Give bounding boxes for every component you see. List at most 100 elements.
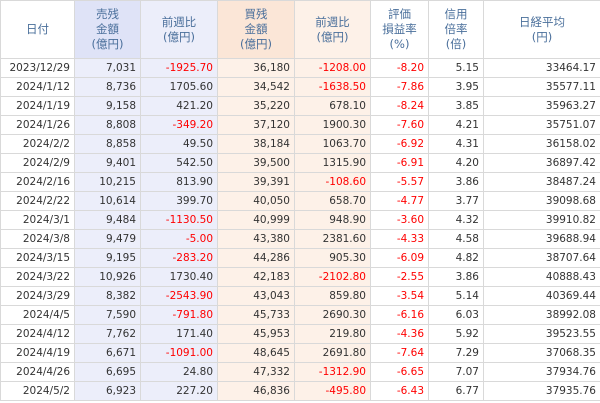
cell-buy-change: 859.80 [294,286,371,306]
header-sell-line-2: 金額 [96,22,119,36]
header-credit-line-3: (倍) [445,37,467,51]
cell-valuation-ratio: -3.54 [370,286,429,306]
header-sell-change-line-2: (億円) [163,29,195,44]
cell-valuation-ratio: -6.92 [370,134,429,154]
cell-credit-ratio: 6.77 [428,381,484,401]
header-buy-change-line-2: (億円) [316,29,349,44]
header-nikkei-line-1: 日経平均 [519,14,565,29]
header-buy-balance: 買残 金額 (億円) [217,0,295,59]
cell-buy-balance: 38,184 [217,134,295,154]
cell-buy-balance: 36,180 [217,58,295,78]
header-nikkei-line-2: (円) [531,29,553,44]
table-row: 2024/4/12 7,762 171.40 45,953 219.80 -4.36 5.9… [0,324,600,344]
cell-nikkei-average: 35577.11 [483,77,600,97]
cell-nikkei-average: 38707.64 [483,248,600,268]
cell-sell-balance: 7,031 [74,58,141,78]
cell-sell-change: 399.70 [140,191,218,211]
table-row: 2023/12/29 7,031 -1925.70 36,180 -1208.00 -8.… [0,58,600,78]
cell-nikkei-average: 39523.55 [483,324,600,344]
cell-sell-change: 171.40 [140,324,218,344]
header-nikkei-average: 日経平均 (円) [483,0,600,59]
cell-credit-ratio: 3.77 [428,191,484,211]
cell-valuation-ratio: -6.91 [370,153,429,173]
cell-credit-ratio: 5.14 [428,286,484,306]
cell-valuation-ratio: -7.86 [370,77,429,97]
cell-buy-balance: 39,500 [217,153,295,173]
cell-buy-balance: 34,542 [217,77,295,97]
cell-credit-ratio: 4.58 [428,229,484,249]
cell-nikkei-average: 36897.42 [483,153,600,173]
table-row: 2024/3/1 9,484 -1130.50 40,999 948.90 -3.60 4.… [0,210,600,230]
cell-valuation-ratio: -3.60 [370,210,429,230]
cell-sell-balance: 6,695 [74,362,141,382]
cell-nikkei-average: 39688.94 [483,229,600,249]
cell-buy-balance: 43,380 [217,229,295,249]
cell-buy-balance: 42,183 [217,267,295,287]
table-row: 2024/3/15 9,195 -283.20 44,286 905.30 -6.09 4.… [0,248,600,268]
cell-sell-balance: 9,484 [74,210,141,230]
cell-sell-balance: 6,671 [74,343,141,363]
cell-sell-change: -283.20 [140,248,218,268]
header-valuation-line-3: (%) [389,37,410,51]
cell-sell-balance: 10,614 [74,191,141,211]
header-credit-line-1: 信用 [444,7,468,21]
cell-date: 2024/2/16 [0,172,75,192]
cell-nikkei-average: 35963.27 [483,96,600,116]
cell-buy-change: 678.10 [294,96,371,116]
cell-date: 2024/4/26 [0,362,75,382]
table-row: 2024/4/19 6,671 -1091.00 48,645 2691.80 -7.64… [0,343,600,363]
cell-nikkei-average: 39910.82 [483,210,600,230]
cell-date: 2024/4/12 [0,324,75,344]
cell-credit-ratio: 5.92 [428,324,484,344]
cell-credit-ratio: 3.95 [428,77,484,97]
cell-buy-change: 905.30 [294,248,371,268]
cell-credit-ratio: 4.82 [428,248,484,268]
cell-nikkei-average: 37934.76 [483,362,600,382]
cell-valuation-ratio: -6.16 [370,305,429,325]
cell-buy-balance: 43,043 [217,286,295,306]
table-row: 2024/2/9 9,401 542.50 39,500 1315.90 -6.91 4.2… [0,153,600,173]
header-buy-line-2: 金額 [244,22,268,36]
cell-valuation-ratio: -6.43 [370,381,429,401]
table-row: 2024/4/26 6,695 24.80 47,332 -1312.90 -6.65 7.… [0,362,600,382]
cell-buy-change: -1208.00 [294,58,371,78]
table-row: 2024/2/22 10,614 399.70 40,050 658.70 -4.77 3.… [0,191,600,211]
header-credit-ratio: 信用 倍率 (倍) [428,0,484,59]
cell-valuation-ratio: -2.55 [370,267,429,287]
cell-valuation-ratio: -6.09 [370,248,429,268]
cell-buy-change: 2690.30 [294,305,371,325]
cell-date: 2024/1/26 [0,115,75,135]
cell-sell-change: -791.80 [140,305,218,325]
cell-buy-balance: 37,120 [217,115,295,135]
cell-nikkei-average: 40888.43 [483,267,600,287]
header-date: 日付 [0,0,75,59]
cell-valuation-ratio: -6.65 [370,362,429,382]
cell-sell-balance: 8,858 [74,134,141,154]
cell-credit-ratio: 3.86 [428,267,484,287]
cell-sell-balance: 9,158 [74,96,141,116]
header-sell-line-3: (億円) [91,37,124,51]
cell-sell-balance: 9,401 [74,153,141,173]
cell-nikkei-average: 37935.76 [483,381,600,401]
header-sell-line-1: 売残 [96,7,119,21]
table-row: 2024/5/2 6,923 227.20 46,836 -495.80 -6.43 6.7… [0,381,600,401]
cell-sell-change: 421.20 [140,96,218,116]
cell-sell-change: -1091.00 [140,343,218,363]
header-valuation-line-2: 損益率 [382,22,417,36]
table-row: 2024/1/12 8,736 1705.60 34,542 -1638.50 -7.86… [0,77,600,97]
table-row: 2024/1/26 8,808 -349.20 37,120 1900.30 -7.60 4… [0,115,600,135]
cell-sell-change: 24.80 [140,362,218,382]
cell-sell-balance: 8,808 [74,115,141,135]
cell-date: 2024/3/29 [0,286,75,306]
table-row: 2024/3/22 10,926 1730.40 42,183 -2102.80 -2.5… [0,267,600,287]
header-credit-line-2: 倍率 [444,22,468,36]
cell-credit-ratio: 6.03 [428,305,484,325]
cell-date: 2024/4/19 [0,343,75,363]
cell-credit-ratio: 4.32 [428,210,484,230]
cell-buy-change: 1063.70 [294,134,371,154]
cell-buy-balance: 48,645 [217,343,295,363]
cell-date: 2024/5/2 [0,381,75,401]
cell-date: 2024/2/22 [0,191,75,211]
cell-date: 2023/12/29 [0,58,75,78]
